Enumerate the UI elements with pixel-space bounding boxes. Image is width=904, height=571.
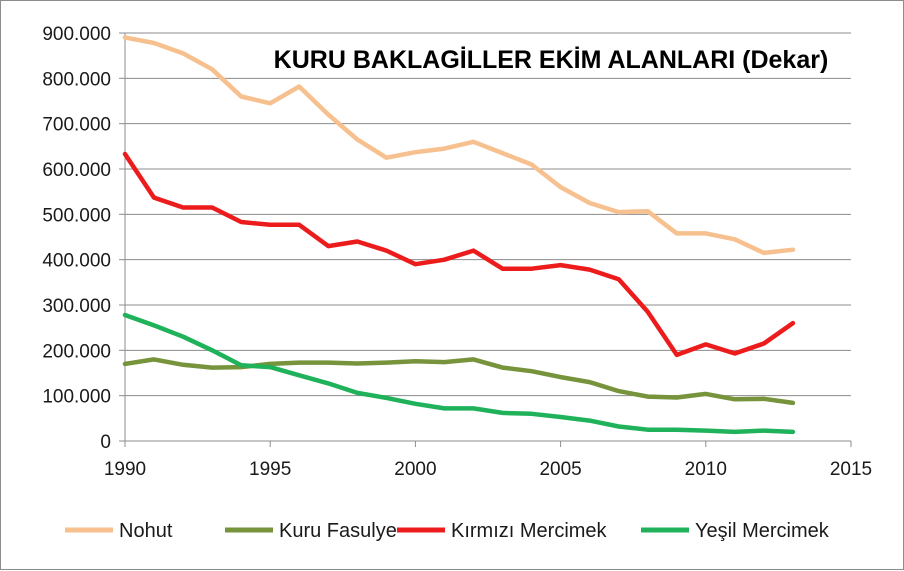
series-lines	[122, 35, 796, 435]
y-tick-label: 300.000	[42, 296, 111, 317]
series-line-2	[122, 151, 796, 358]
x-tick-label: 2015	[830, 459, 872, 480]
series-line-3	[122, 312, 796, 435]
x-tick-label: 2000	[394, 459, 436, 480]
y-tick-label: 100.000	[42, 387, 111, 408]
x-tick-label: 2005	[539, 459, 581, 480]
y-tick-label: 200.000	[42, 341, 111, 362]
axes	[119, 32, 852, 447]
legend: Nohut Kuru Fasulye Kırmızı Mercimek Yeşil M…	[65, 520, 830, 542]
chart-title: KURU BAKLAGİLLER EKİM ALANLARI (Dekar)	[274, 46, 829, 74]
legend-label: Kuru Fasulye	[279, 520, 397, 542]
gridlines	[125, 32, 851, 397]
y-tick-label: 900.000	[42, 24, 111, 45]
series-line-1	[122, 357, 796, 406]
series-line-0	[122, 35, 796, 256]
y-tick-label: 600.000	[42, 160, 111, 181]
y-tick-label: 800.000	[42, 69, 111, 90]
y-tick-label: 400.000	[42, 251, 111, 272]
y-tick-labels: 0 100.000 200.000 300.000 400.000 500.000 600.…	[42, 24, 111, 453]
y-tick-label: 700.000	[42, 115, 111, 136]
x-tick-labels: 1990 1995 2000 2005 2010 2015	[104, 459, 872, 480]
x-tick-label: 1990	[104, 459, 146, 480]
legend-label: Nohut	[119, 520, 173, 542]
y-tick-label: 0	[100, 432, 111, 453]
legend-label: Yeşil Mercimek	[695, 520, 830, 542]
y-tick-label: 500.000	[42, 205, 111, 226]
x-tick-label: 2010	[685, 459, 727, 480]
legend-label: Kırmızı Mercimek	[451, 520, 608, 542]
x-tick-label: 1995	[249, 459, 291, 480]
